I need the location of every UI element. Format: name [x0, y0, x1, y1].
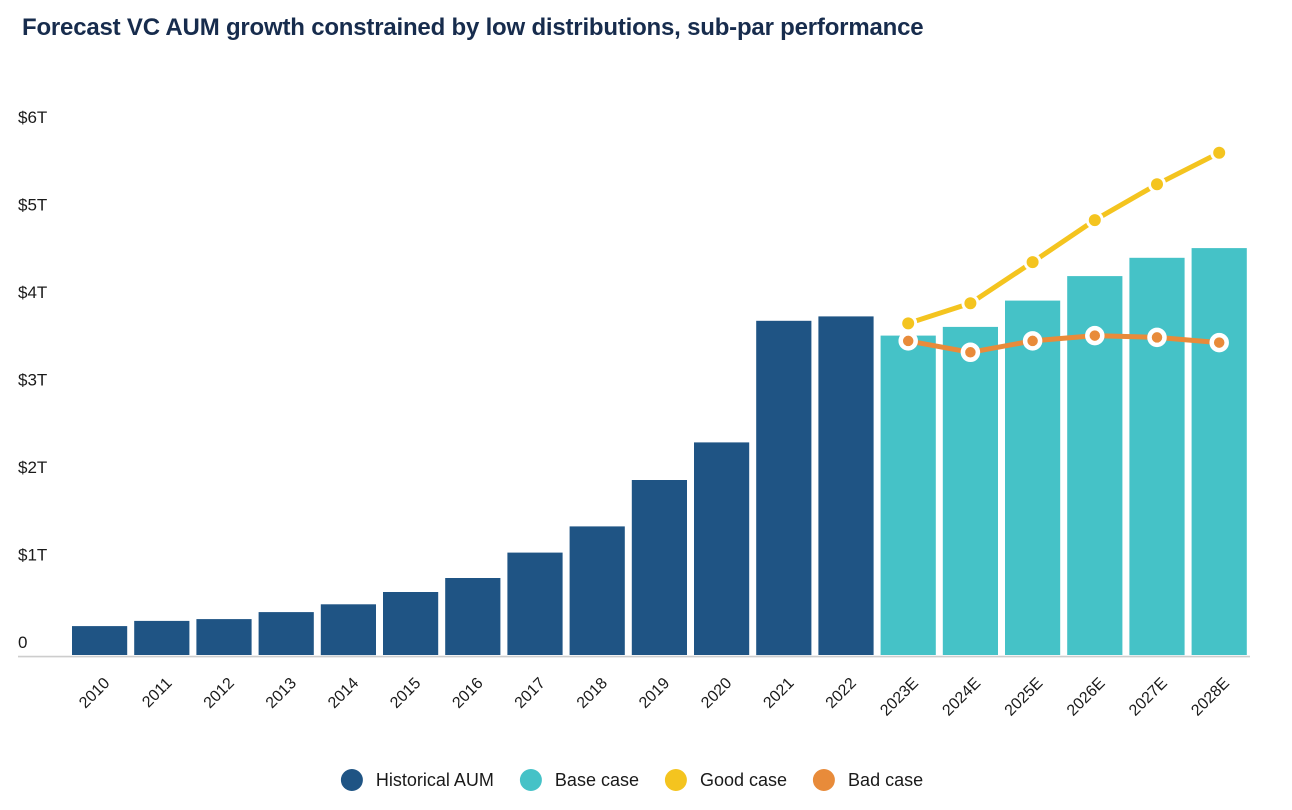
bad-case-line: [907, 333, 1220, 355]
chart-title: Forecast VC AUM growth constrained by lo…: [22, 14, 924, 41]
x-axis-tick-label: 2012: [201, 675, 238, 712]
bar-2014: [320, 604, 376, 656]
legend-item-good-case: Good case: [664, 769, 788, 791]
x-axis-tick-label: 2024E: [939, 675, 984, 720]
chart-legend: Historical AUM Base case Good case Bad case: [340, 769, 923, 791]
x-axis-tick-label: 2021: [760, 675, 797, 712]
bar-2019: [631, 480, 687, 655]
legend-item-historical-aum: Historical AUM: [340, 769, 494, 791]
good-case-marker: [1148, 175, 1166, 194]
x-axis-tick-label: 2010: [76, 675, 113, 712]
bar-2015: [383, 592, 439, 655]
y-axis-tick-label: $6T: [18, 108, 47, 127]
x-axis-tick-label: 2022: [823, 675, 860, 712]
x-axis-tick-label: 2016: [449, 675, 486, 712]
legend-label: Base case: [554, 769, 639, 790]
x-axis-tick-label: 2014: [325, 675, 362, 712]
bar-2010: [72, 626, 128, 655]
good-case-marker: [899, 314, 918, 333]
y-axis-tick-label: $5T: [18, 196, 47, 215]
legend-label: Good case: [699, 769, 788, 790]
y-axis-tick-label: $3T: [18, 371, 47, 390]
bar-2018: [569, 526, 625, 655]
good-case-marker: [1023, 253, 1042, 272]
bar-2016: [445, 578, 501, 655]
bad-case-marker: [898, 331, 918, 351]
x-axis-tick-label: 2019: [636, 675, 673, 712]
bar-2028E: [1191, 248, 1247, 655]
x-axis-tick-label: 2017: [512, 675, 549, 712]
x-axis-tick-label: 2018: [574, 675, 611, 712]
bad-case-swatch-icon: [813, 769, 836, 791]
x-axis-tick-label: 2011: [139, 675, 175, 711]
y-axis-tick-label: 0: [18, 633, 27, 652]
x-axis-tick-label: 2023E: [877, 675, 922, 720]
bad-case-marker: [1022, 331, 1043, 351]
bar-2012: [196, 619, 252, 655]
good-case-marker: [961, 294, 980, 313]
x-axis-tick-label: 2020: [698, 675, 735, 712]
bad-case-marker: [1209, 332, 1229, 353]
x-axis-tick-label: 2025E: [1002, 675, 1047, 720]
good-case-line: [907, 150, 1221, 326]
legend-item-bad-case: Bad case: [813, 769, 923, 791]
bad-case-marker: [960, 342, 981, 363]
bad-case-marker: [1147, 327, 1167, 348]
historical-aum-swatch-icon: [340, 769, 363, 791]
legend-item-base-case: Base case: [519, 769, 639, 791]
good-case-marker: [1085, 211, 1104, 230]
y-axis-tick-label: $1T: [18, 546, 47, 565]
bar-2017: [507, 552, 563, 655]
good-case-swatch-icon: [664, 769, 687, 791]
x-axis-tick-label: 2028E: [1188, 675, 1233, 720]
legend-label: Historical AUM: [375, 769, 494, 790]
base-case-swatch-icon: [519, 769, 542, 791]
bar-2013: [258, 612, 314, 655]
x-axis-tick-label: 2013: [263, 675, 300, 712]
y-axis-tick-label: $4T: [18, 283, 47, 302]
good-case-marker: [1210, 143, 1229, 162]
x-axis-tick-label: 2015: [387, 675, 424, 712]
bar-2020: [694, 442, 750, 655]
bar-2021: [756, 320, 812, 656]
x-axis-tick-label: 2027E: [1126, 675, 1171, 720]
legend-label: Bad case: [848, 769, 924, 790]
y-axis-tick-label: $2T: [18, 458, 47, 477]
bar-2024E: [942, 326, 998, 655]
bar-2027E: [1129, 257, 1185, 656]
bar-2011: [134, 620, 190, 655]
x-axis-tick-label: 2026E: [1064, 675, 1109, 720]
bad-case-marker: [1085, 325, 1105, 346]
bar-2022: [818, 316, 874, 655]
bar-2023E: [880, 335, 936, 655]
bar-2025E: [1005, 300, 1061, 655]
